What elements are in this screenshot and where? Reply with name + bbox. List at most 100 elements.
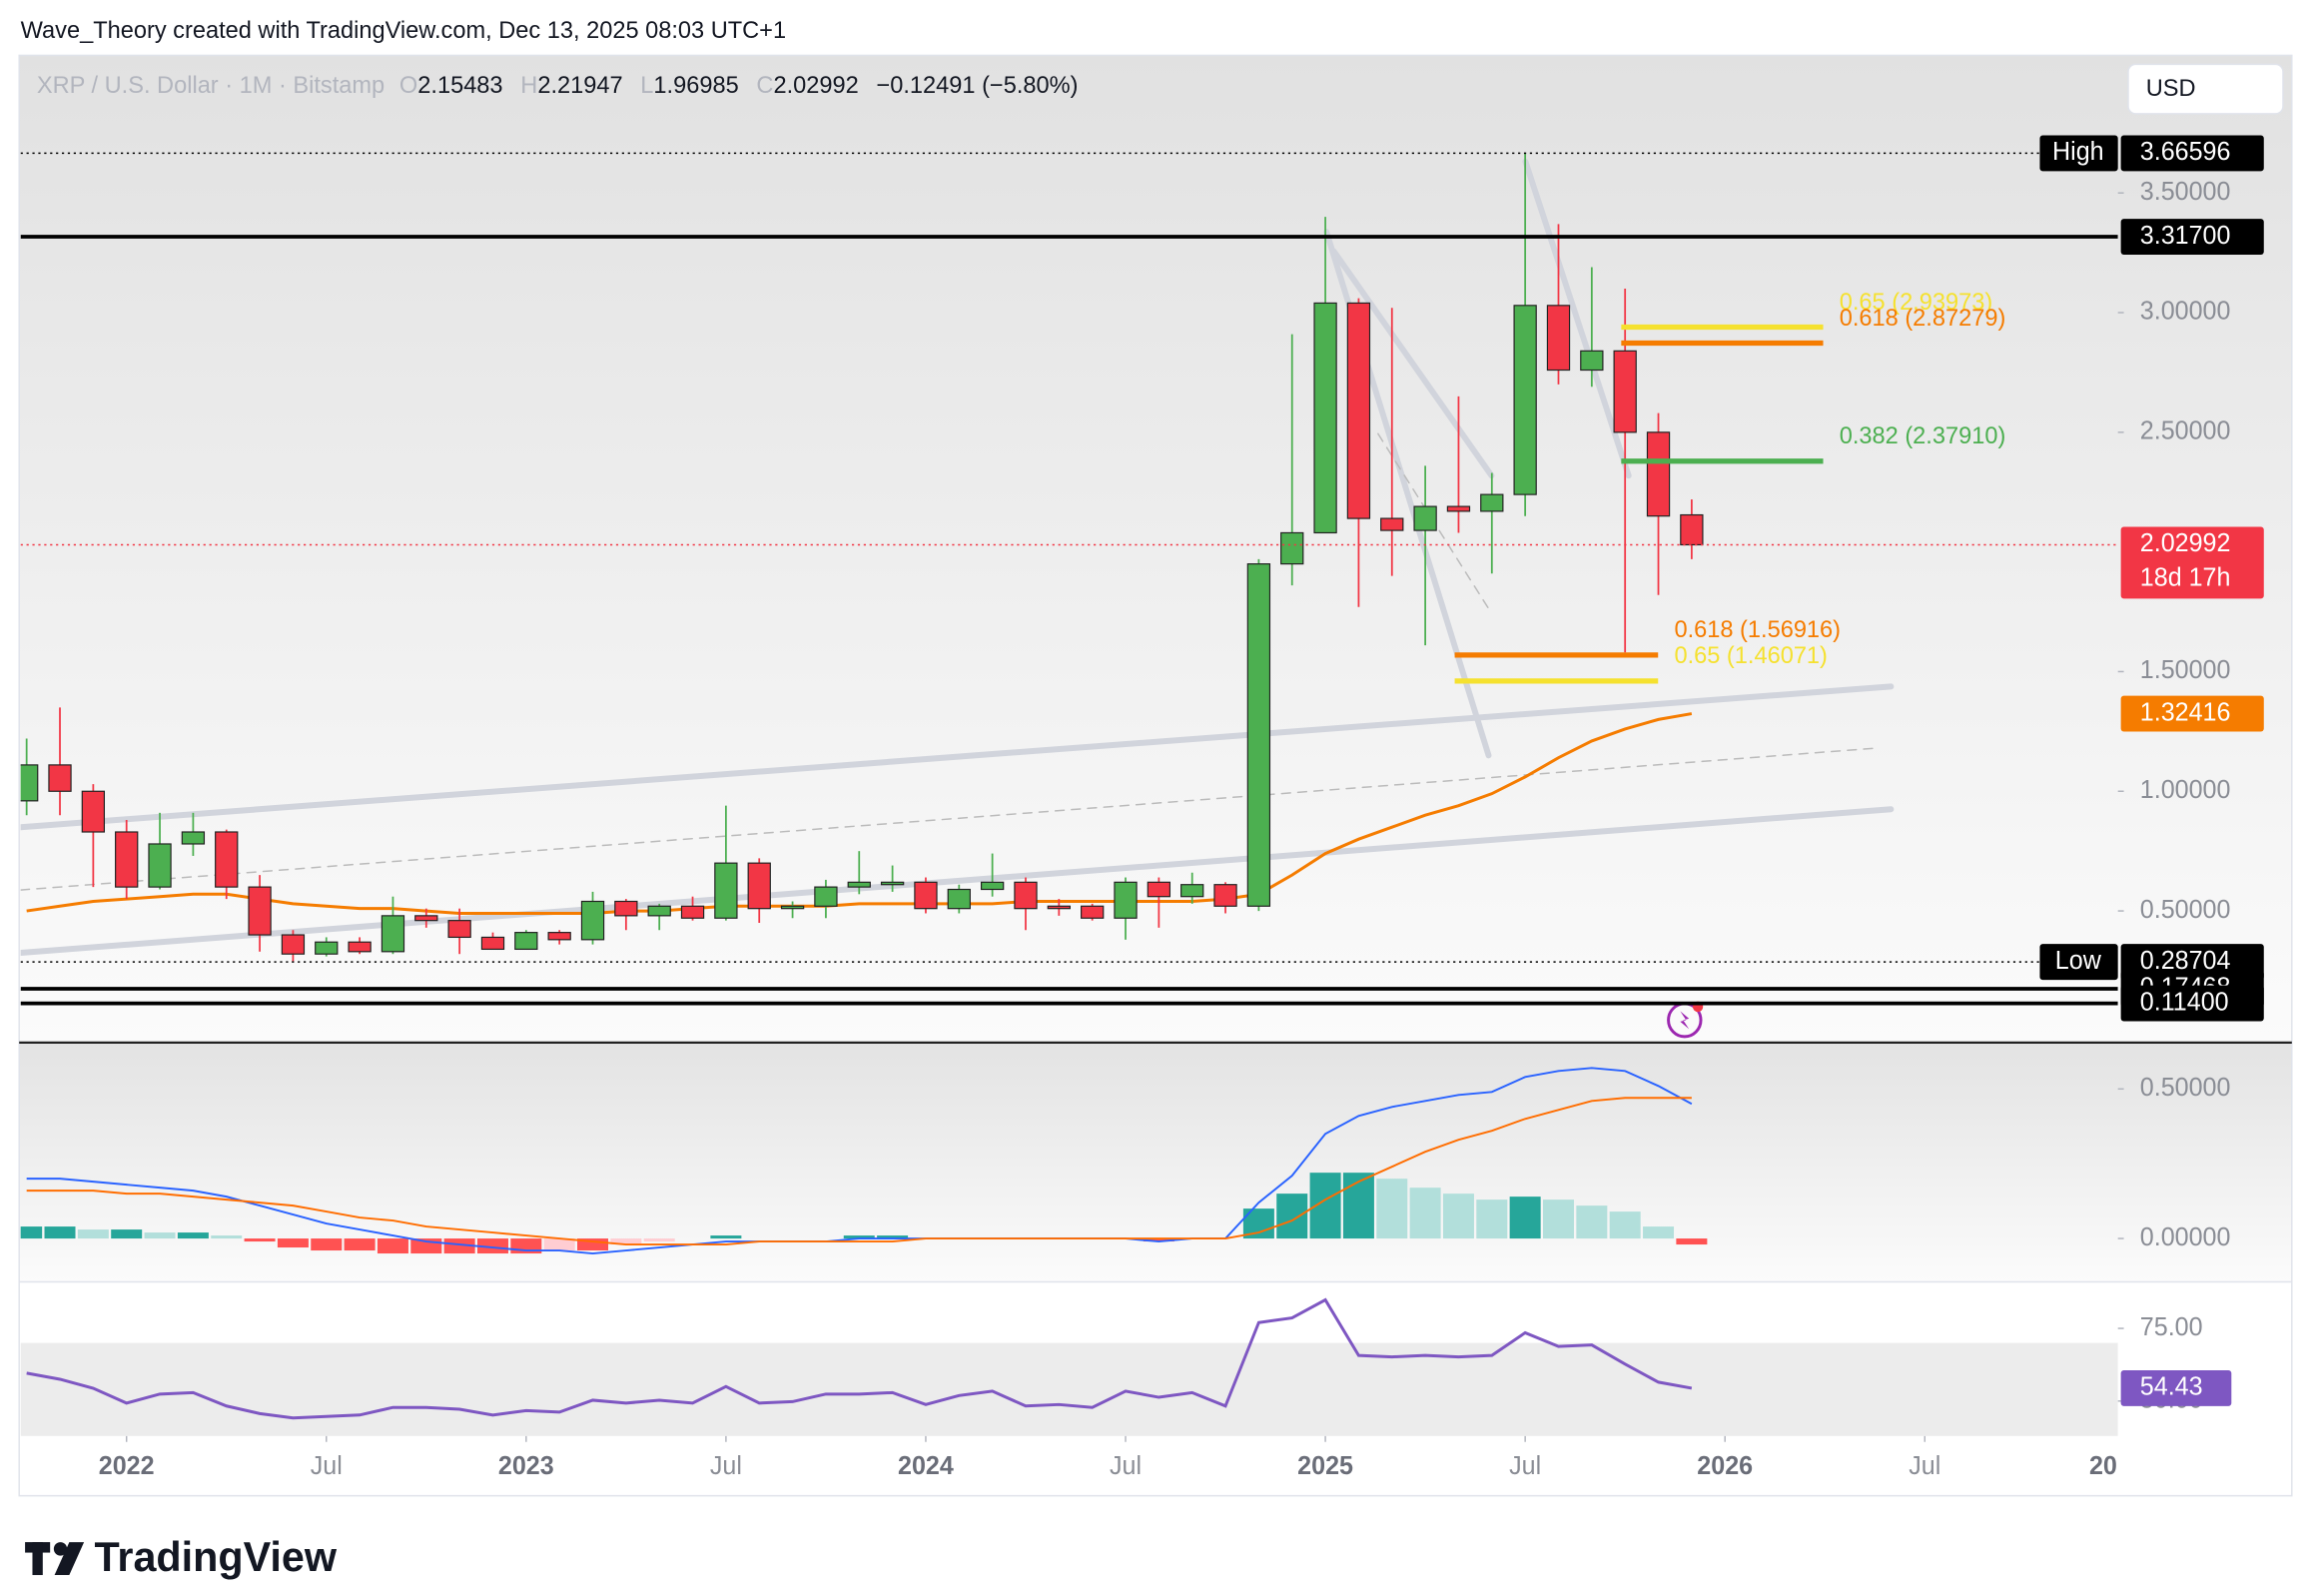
price-label: 3.31700: [2140, 222, 2231, 250]
macd-histogram-bar: [1442, 1194, 1474, 1239]
candle-body: [1413, 505, 1437, 531]
macd-histogram-bar: [843, 1235, 875, 1239]
icon-bolt: [1680, 1011, 1690, 1030]
logo-part: [53, 1542, 68, 1556]
macd-histogram-bar: [311, 1238, 343, 1251]
trend-line: [1522, 158, 1632, 479]
signal-line: [26, 1097, 1692, 1246]
price-label-box: [2120, 985, 2264, 1022]
price-tag: High: [2052, 138, 2104, 166]
macd-histogram-bar: [20, 1226, 43, 1239]
price-pane: [19, 55, 2292, 1043]
currency-button[interactable]: [2127, 63, 2284, 115]
x-tick-label: 2023: [498, 1452, 554, 1480]
macd-histogram-bar: [877, 1235, 909, 1239]
price-label-box: [2120, 135, 2264, 172]
candle-body: [1180, 884, 1204, 898]
x-tick-label: Jul: [1110, 1452, 1142, 1480]
legend-letter: O: [399, 72, 417, 99]
channel-line: [20, 683, 1895, 831]
candle-body: [414, 915, 438, 922]
candle-body: [814, 886, 838, 907]
candle-body: [348, 941, 372, 953]
price-tag-box: [2039, 135, 2118, 172]
candle-body: [914, 881, 938, 910]
macd-histogram-bar: [111, 1229, 143, 1239]
candle-body: [847, 881, 871, 888]
candle-body: [1081, 905, 1105, 919]
candle-body: [1546, 305, 1571, 372]
macd-histogram-bar: [1409, 1188, 1441, 1239]
macd-histogram-bar: [577, 1238, 609, 1251]
macd-histogram-bar: [1509, 1197, 1541, 1239]
macd-histogram-bar: [643, 1238, 675, 1242]
legend-change: −0.12491 (−5.80%): [876, 72, 1078, 99]
macd-histogram-bar: [44, 1226, 76, 1239]
rsi-label: 54.43: [2140, 1372, 2203, 1400]
candle-body: [1313, 302, 1337, 534]
macd-histogram-bar: [1342, 1173, 1374, 1239]
price-label-box: [2120, 526, 2264, 599]
candle-body: [181, 831, 206, 845]
candle-body: [315, 941, 339, 955]
macd-histogram-bar: [1609, 1211, 1641, 1239]
macd-histogram-bar: [344, 1238, 376, 1251]
candle-body: [1446, 505, 1471, 512]
candle-body: [1580, 350, 1604, 372]
macd-histogram-bar: [543, 1238, 575, 1251]
macd-histogram-bar: [244, 1238, 276, 1242]
candle-body: [215, 831, 239, 888]
candle-body: [20, 764, 39, 802]
macd-histogram-bar: [277, 1238, 309, 1248]
channel-line: [20, 806, 1895, 957]
macd-histogram-bar: [1376, 1179, 1408, 1239]
price-label: 2.02992: [2140, 529, 2231, 557]
fib-label: 0.382 (2.37910): [1840, 422, 2006, 449]
candle-body: [447, 920, 471, 939]
rsi-label-box: [2120, 1369, 2232, 1406]
candle-body: [1147, 881, 1171, 898]
candle-body: [1513, 305, 1537, 495]
candle-body: [1346, 302, 1371, 519]
legend-value: 2.21947: [537, 72, 622, 99]
trend-line: [1330, 248, 1495, 479]
candle-body: [714, 862, 738, 919]
legend-letter: H: [520, 72, 537, 99]
fib-label: 0.65 (1.46071): [1674, 642, 1827, 669]
legend-letter: C: [756, 72, 773, 99]
candle-body: [880, 881, 905, 886]
legend-value: 2.02992: [773, 72, 858, 99]
macd-histogram-bar: [177, 1232, 209, 1239]
y-tick-label: 3.00000: [2140, 298, 2231, 326]
fib-label: 0.65 (2.93973): [1840, 289, 1992, 316]
channel-mid: [20, 747, 1881, 891]
macd-histogram-bar: [211, 1235, 243, 1239]
price-tag: Low: [2055, 947, 2102, 975]
moving-average: [26, 712, 1693, 915]
candle-body: [281, 934, 306, 955]
x-tick-label: Jul: [1509, 1452, 1541, 1480]
x-tick-label: 2025: [1297, 1452, 1353, 1480]
candle-body: [647, 905, 671, 917]
candle-body: [947, 888, 971, 910]
rsi-line: [26, 1297, 1693, 1420]
macd-histogram-bar: [144, 1232, 176, 1239]
fib-label: 0.618 (1.56916): [1674, 616, 1841, 643]
rsi-plot: [20, 1297, 2118, 1436]
price-label: 0.11400: [2140, 988, 2229, 1016]
x-tick-label: Jul: [710, 1452, 742, 1480]
x-tick-label: 20: [2089, 1452, 2117, 1480]
legend-letter: L: [640, 72, 653, 99]
candle-body: [614, 900, 638, 917]
candle-body: [1246, 563, 1271, 907]
rsi-band: [20, 1342, 2118, 1436]
y-tick-label: 0.50000: [2140, 1074, 2231, 1102]
macd-histogram-bar: [1542, 1199, 1574, 1239]
candle-body: [980, 881, 1005, 891]
macd-histogram-bar: [1143, 1238, 1174, 1242]
price-tag-box: [2039, 944, 2118, 981]
candle-body: [81, 790, 106, 833]
macd-histogram-bar: [1476, 1199, 1508, 1239]
countdown: 18d 17h: [2140, 563, 2231, 591]
